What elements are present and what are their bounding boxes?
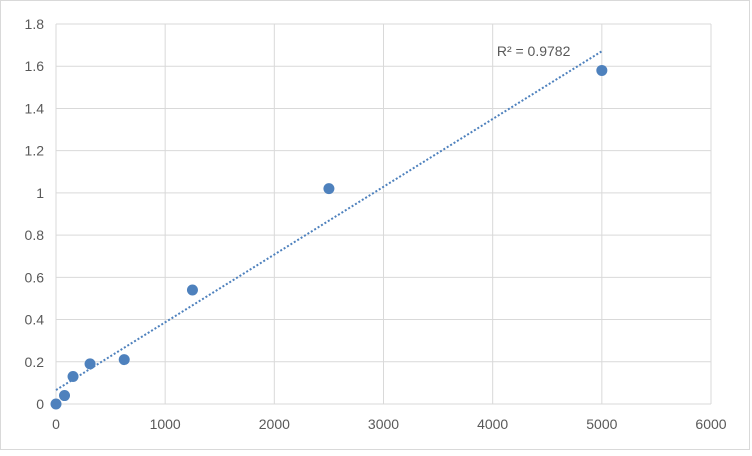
y-tick-label: 1.4 bbox=[25, 100, 45, 116]
y-tick-label: 0.2 bbox=[25, 354, 45, 370]
grid-lines bbox=[55, 23, 712, 405]
y-tick-labels: 0 0.2 0.4 0.6 0.8 1 1.2 1.4 1.6 1.8 bbox=[25, 16, 45, 412]
annotations: R² = 0.9782 bbox=[497, 43, 571, 59]
y-tick-label: 1 bbox=[36, 185, 44, 201]
data-points bbox=[50, 64, 608, 410]
y-tick-label: 0 bbox=[36, 396, 44, 412]
x-tick-labels: 0 1000 2000 3000 4000 5000 6000 bbox=[52, 416, 727, 432]
y-tick-label: 0.4 bbox=[25, 312, 45, 328]
x-tick-label: 3000 bbox=[368, 416, 399, 432]
y-tick-label: 1.6 bbox=[25, 58, 45, 74]
r-squared-label: R² = 0.9782 bbox=[497, 43, 571, 59]
y-tick-label: 1.2 bbox=[25, 143, 45, 159]
trendline bbox=[55, 50, 603, 391]
data-point bbox=[84, 358, 96, 370]
data-point bbox=[118, 354, 130, 366]
data-point bbox=[596, 64, 608, 76]
x-tick-label: 0 bbox=[52, 416, 60, 432]
y-tick-label: 1.8 bbox=[25, 16, 45, 32]
y-tick-label: 0.6 bbox=[25, 269, 45, 285]
data-point bbox=[59, 390, 71, 402]
x-tick-label: 5000 bbox=[586, 416, 617, 432]
x-tick-label: 6000 bbox=[695, 416, 726, 432]
y-tick-label: 0.8 bbox=[25, 227, 45, 243]
data-point bbox=[50, 398, 62, 410]
data-point bbox=[323, 183, 335, 195]
data-point bbox=[67, 371, 79, 383]
x-tick-label: 2000 bbox=[259, 416, 290, 432]
x-tick-label: 1000 bbox=[150, 416, 181, 432]
x-tick-label: 4000 bbox=[477, 416, 508, 432]
data-point bbox=[186, 284, 198, 296]
trendline-line bbox=[55, 50, 603, 391]
